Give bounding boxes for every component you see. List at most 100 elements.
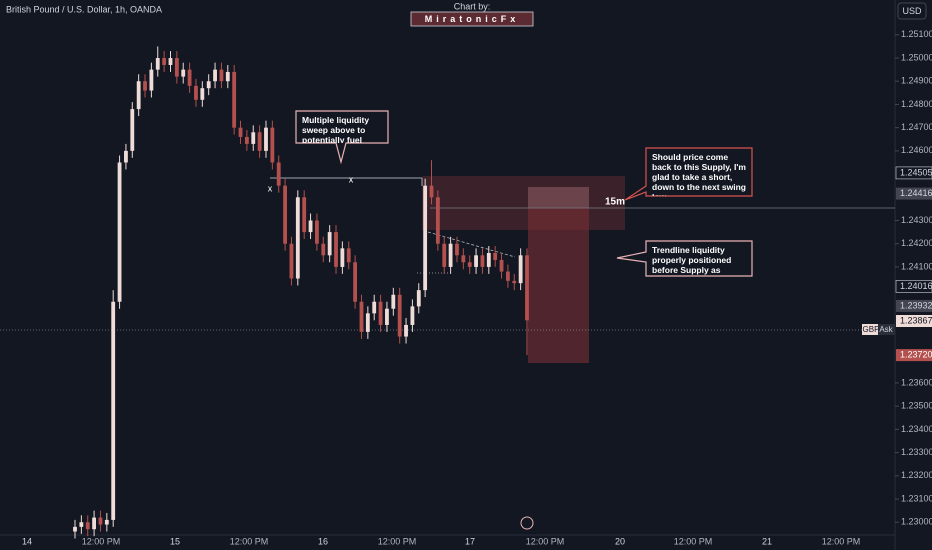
candle-body [499, 259, 504, 272]
candle-body [429, 185, 434, 198]
x-tick-label: 21 [762, 536, 772, 546]
candle-body [219, 69, 224, 82]
y-tick-label: 1.24800 [901, 99, 932, 109]
candle-body [308, 220, 313, 233]
candle-body [346, 248, 351, 263]
target-zone [528, 208, 589, 363]
currency-button[interactable] [897, 2, 927, 20]
candle-body [289, 243, 294, 279]
candle-body [194, 85, 198, 100]
replay-icon[interactable] [520, 516, 534, 530]
candle-body [448, 243, 453, 267]
candle-body [244, 136, 249, 144]
x-tick-label: 14 [22, 536, 32, 546]
candle-body [493, 252, 498, 260]
currency-label[interactable]: USD [902, 6, 922, 16]
candle-body [302, 197, 307, 233]
price-label: 1.24505 [900, 167, 932, 177]
x-tick-label: 12:00 PM [230, 536, 269, 546]
callout-text: Trendline liquidity properly positioned … [652, 245, 732, 276]
candle-body [181, 69, 186, 77]
candle-body [149, 69, 154, 91]
sweep-mark: x [349, 174, 354, 184]
candle-body [467, 262, 472, 267]
x-tick-label: 12:00 PM [378, 536, 417, 546]
candle-body [423, 185, 428, 291]
price-label: 1.24416 [900, 188, 932, 198]
callout-text: Multiple liquidity sweep above to potent… [302, 115, 369, 143]
x-tick-label: 12:00 PM [526, 536, 565, 546]
candle-body [461, 255, 466, 263]
x-tick-label: 15 [170, 536, 180, 546]
candle-body [168, 58, 173, 65]
candle-body [124, 150, 128, 163]
callout-text: Trendline liquidity properly positioned … [652, 245, 732, 276]
price-label-bg [895, 166, 932, 180]
y-tick-label: 1.24700 [901, 122, 932, 132]
candle-body [410, 306, 415, 325]
candle-body [525, 255, 529, 321]
candle-body [378, 301, 383, 325]
price-label-bg [896, 349, 932, 362]
candle-body [359, 301, 364, 332]
y-tick-label: 1.24900 [901, 76, 932, 86]
timeframe-label: 15m [605, 197, 625, 208]
candle-body [353, 262, 358, 302]
x-tick-label: 17 [465, 536, 475, 546]
price-label: 1.24016 [900, 281, 932, 291]
candle-body [391, 294, 396, 309]
candle-body [206, 81, 211, 89]
candle-body [85, 522, 90, 530]
price-label: 1.23720 [900, 349, 932, 359]
candle-body [187, 69, 192, 86]
candle-body [200, 88, 205, 100]
candle-body [104, 519, 109, 525]
x-tick-label: 16 [318, 536, 328, 546]
y-tick-label: 1.25000 [901, 52, 932, 62]
y-tick-label: 1.24600 [901, 145, 932, 155]
y-tick-label: 1.24100 [901, 261, 932, 271]
supply-zone [422, 176, 625, 230]
y-tick-label: 1.23600 [901, 377, 932, 387]
symbol-tag: GBP [863, 325, 880, 334]
candle-body [270, 127, 275, 163]
price-label: 1.23932 [900, 300, 932, 310]
price-label-bg [895, 280, 932, 293]
y-tick-label: 1.23000 [901, 517, 932, 527]
candle-body [117, 162, 122, 302]
candle-body [518, 255, 523, 284]
candle-body [315, 220, 319, 244]
candle-body [455, 243, 459, 256]
y-tick-label: 1.24300 [901, 215, 932, 225]
candle-body [416, 290, 421, 307]
chart-title: British Pound / U.S. Dollar, 1h, OANDA [6, 4, 162, 14]
ask-tag: Ask [879, 325, 893, 334]
y-tick-label: 1.23300 [901, 447, 932, 457]
callout [616, 240, 753, 277]
candle-body [92, 517, 97, 530]
x-tick-label: 20 [615, 536, 625, 546]
candle-body [321, 243, 326, 256]
price-label: 1.23867 [900, 315, 932, 325]
y-tick-label: 1.23100 [901, 493, 932, 503]
candle-body [474, 255, 478, 267]
symbol-tag-bg [862, 324, 880, 335]
candle-body [372, 301, 377, 314]
candle-body [486, 252, 491, 267]
callout [295, 110, 389, 165]
candle-body [512, 280, 517, 284]
candle-body [442, 243, 447, 267]
candle-body [111, 301, 116, 520]
candle-body [334, 232, 338, 267]
candle-body [79, 522, 84, 527]
x-tick-label: 12:00 PM [82, 536, 121, 546]
callout [624, 147, 753, 201]
candle-body [295, 197, 300, 279]
candle-body [264, 127, 268, 151]
sweep-mark: x [268, 183, 273, 193]
candle-body [327, 232, 332, 256]
candle-body [136, 81, 141, 110]
candle-body [98, 517, 103, 525]
candle-body [130, 109, 135, 151]
candle-body [385, 308, 389, 325]
